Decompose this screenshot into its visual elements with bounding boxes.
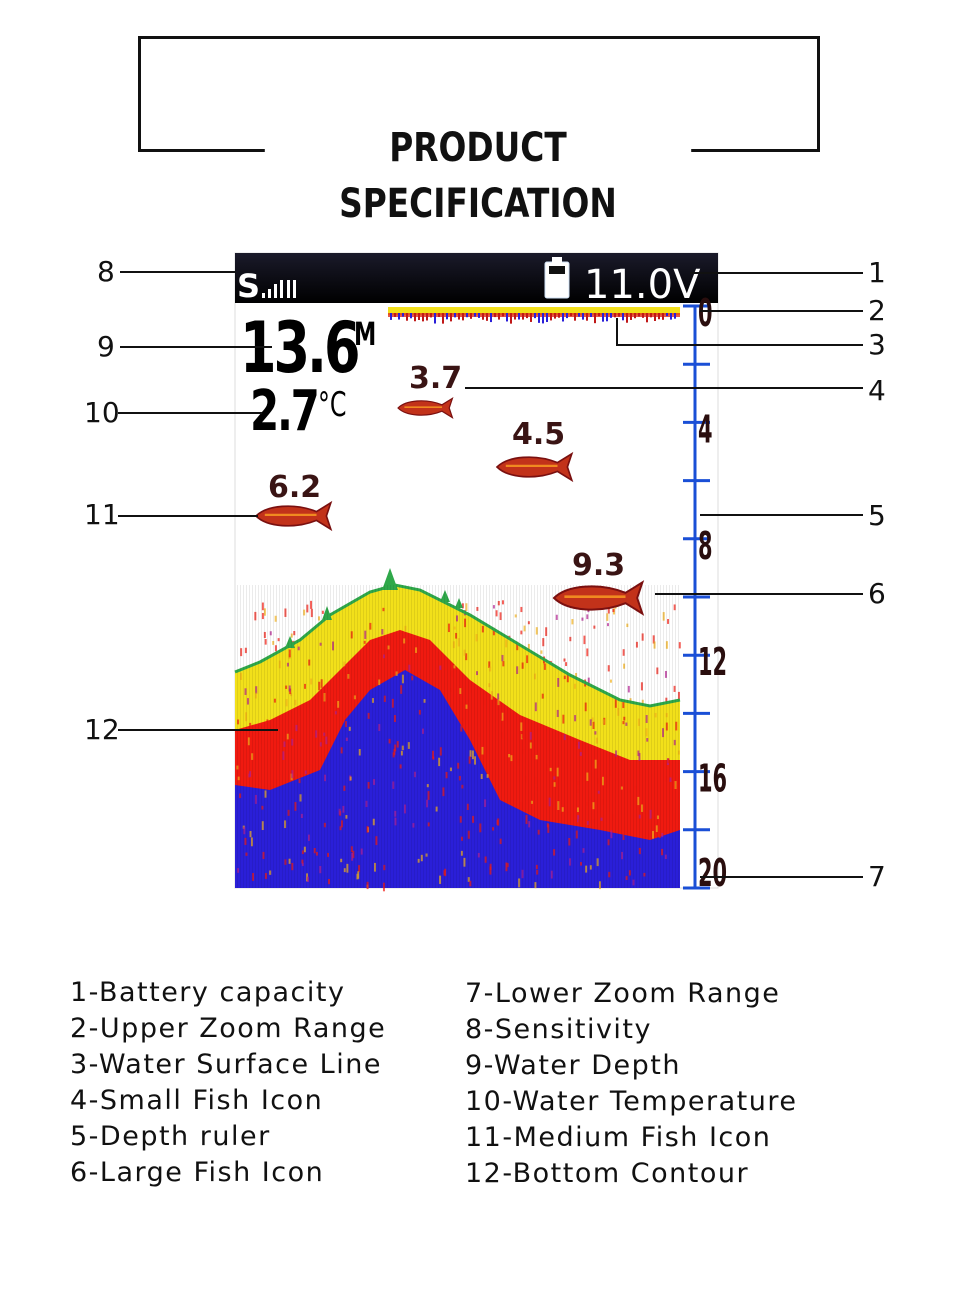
- legend-right: 7-Lower Zoom Range 8-Sensitivity 9-Water…: [465, 976, 797, 1192]
- legend-item: 10-Water Temperature: [465, 1086, 798, 1117]
- callout-lines: [118, 271, 863, 878]
- ruler-label: 4: [698, 409, 713, 452]
- voltage-readout: 11.0V: [584, 262, 701, 308]
- legend-item: 12-Bottom Contour: [465, 1158, 750, 1189]
- callout-number: 3: [868, 328, 886, 361]
- legend-item: 1-Battery capacity: [70, 977, 346, 1008]
- fish-depth-label: 9.3: [572, 548, 625, 583]
- legend-item: 6-Large Fish Icon: [70, 1157, 325, 1188]
- fish-icon: [495, 451, 574, 483]
- battery-icon: [544, 257, 570, 299]
- ruler-label: 0: [698, 293, 713, 336]
- ruler-label: 8: [698, 525, 713, 568]
- fish-icon: [397, 397, 454, 419]
- legend-item: 2-Upper Zoom Range: [70, 1013, 387, 1044]
- ruler-label: 20: [698, 853, 727, 896]
- ruler-label: 16: [698, 758, 727, 801]
- callout-number: 4: [868, 374, 886, 407]
- sensitivity-label: S: [237, 267, 260, 305]
- depth-unit: M: [354, 315, 376, 353]
- temp-unit: °C: [318, 385, 347, 424]
- water-temp-value: 2.7: [250, 378, 318, 444]
- legend-item: 5-Depth ruler: [70, 1121, 271, 1152]
- fish-icon: [552, 580, 645, 616]
- callout-number: 2: [868, 294, 886, 327]
- fish-depth-label: 3.7: [409, 361, 462, 396]
- callout-number: 6: [868, 577, 886, 610]
- legend-item: 9-Water Depth: [465, 1050, 681, 1081]
- legend-item: 11-Medium Fish Icon: [465, 1122, 772, 1153]
- legend-item: 7-Lower Zoom Range: [465, 978, 781, 1009]
- ruler-label: 12: [698, 642, 727, 685]
- legend-item: 8-Sensitivity: [465, 1014, 652, 1045]
- page-title: PRODUCT SPECIFICATION: [264, 120, 692, 232]
- callout-number: 7: [868, 860, 886, 893]
- callout-number: 1: [868, 256, 886, 289]
- callout-number: 9: [97, 330, 115, 363]
- signal-bars-icon: [262, 280, 296, 298]
- callout-number: 10: [84, 396, 120, 429]
- callout-number: 8: [97, 255, 115, 288]
- fish-icon: [254, 500, 333, 532]
- fish-depth-label: 4.5: [512, 417, 565, 452]
- water-depth-value: 13.6: [240, 308, 358, 389]
- legend-item: 3-Water Surface Line: [70, 1049, 382, 1080]
- legend-left: 1-Battery capacity 2-Upper Zoom Range 3-…: [70, 975, 386, 1191]
- fish-depth-label: 6.2: [268, 470, 321, 505]
- legend-item: 4-Small Fish Icon: [70, 1085, 324, 1116]
- callout-number: 5: [868, 499, 886, 532]
- screen-header: [235, 253, 718, 303]
- callout-number: 12: [84, 713, 120, 746]
- bottom-contour: [234, 568, 681, 892]
- depth-ruler: 0 4 8 12 16 20: [683, 293, 727, 896]
- callout-number: 11: [84, 498, 120, 531]
- water-surface-line: [388, 307, 680, 324]
